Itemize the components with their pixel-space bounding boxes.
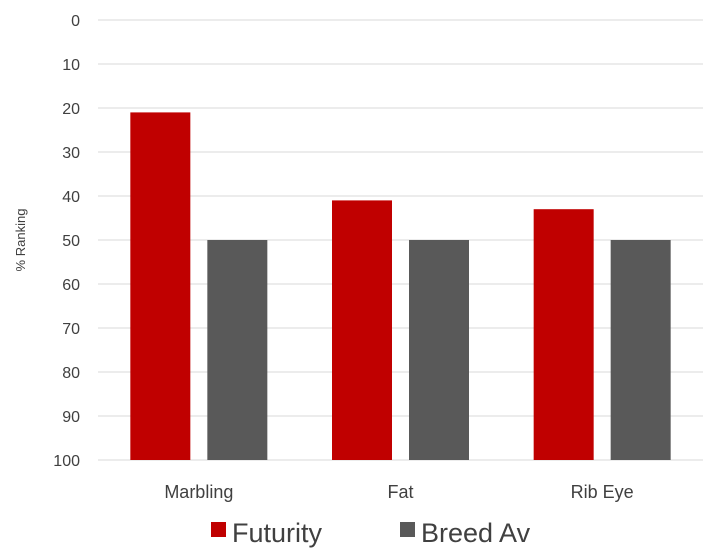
y-tick-label: 60 — [62, 277, 80, 294]
y-tick-label: 80 — [62, 365, 80, 382]
x-axis-categories: Marbling Fat Rib Eye — [164, 482, 633, 502]
y-tick-label: 0 — [71, 13, 80, 30]
y-axis-title: % Ranking — [13, 209, 28, 272]
y-tick-label: 90 — [62, 409, 80, 426]
x-category-label: Fat — [387, 482, 413, 502]
y-tick-label: 50 — [62, 233, 80, 250]
gridlines — [98, 19, 703, 461]
bar-futurity-rib-eye — [533, 209, 594, 460]
bar-futurity-fat — [332, 200, 392, 460]
y-tick-label: 100 — [53, 453, 80, 470]
x-category-label: Marbling — [164, 482, 233, 502]
y-tick-label: 40 — [62, 189, 80, 206]
legend-swatch — [400, 522, 415, 537]
legend-label: Futurity — [232, 518, 323, 548]
y-tick-label: 20 — [62, 101, 80, 118]
bars — [130, 112, 671, 461]
y-tick-label: 10 — [62, 57, 80, 74]
y-tick-label: 30 — [62, 145, 80, 162]
bar-futurity-marbling — [130, 112, 191, 461]
legend-swatch — [211, 522, 226, 537]
bar-breed-av-fat — [409, 240, 469, 460]
y-tick-label: 70 — [62, 321, 80, 338]
x-category-label: Rib Eye — [571, 482, 634, 502]
legend-label: Breed Av — [421, 518, 531, 548]
y-axis-ticks: 0 10 20 30 40 50 60 70 80 90 100 — [53, 13, 80, 470]
bar-breed-av-rib-eye — [610, 240, 671, 460]
bar-breed-av-marbling — [207, 240, 268, 460]
legend: Futurity Breed Av — [211, 518, 531, 548]
